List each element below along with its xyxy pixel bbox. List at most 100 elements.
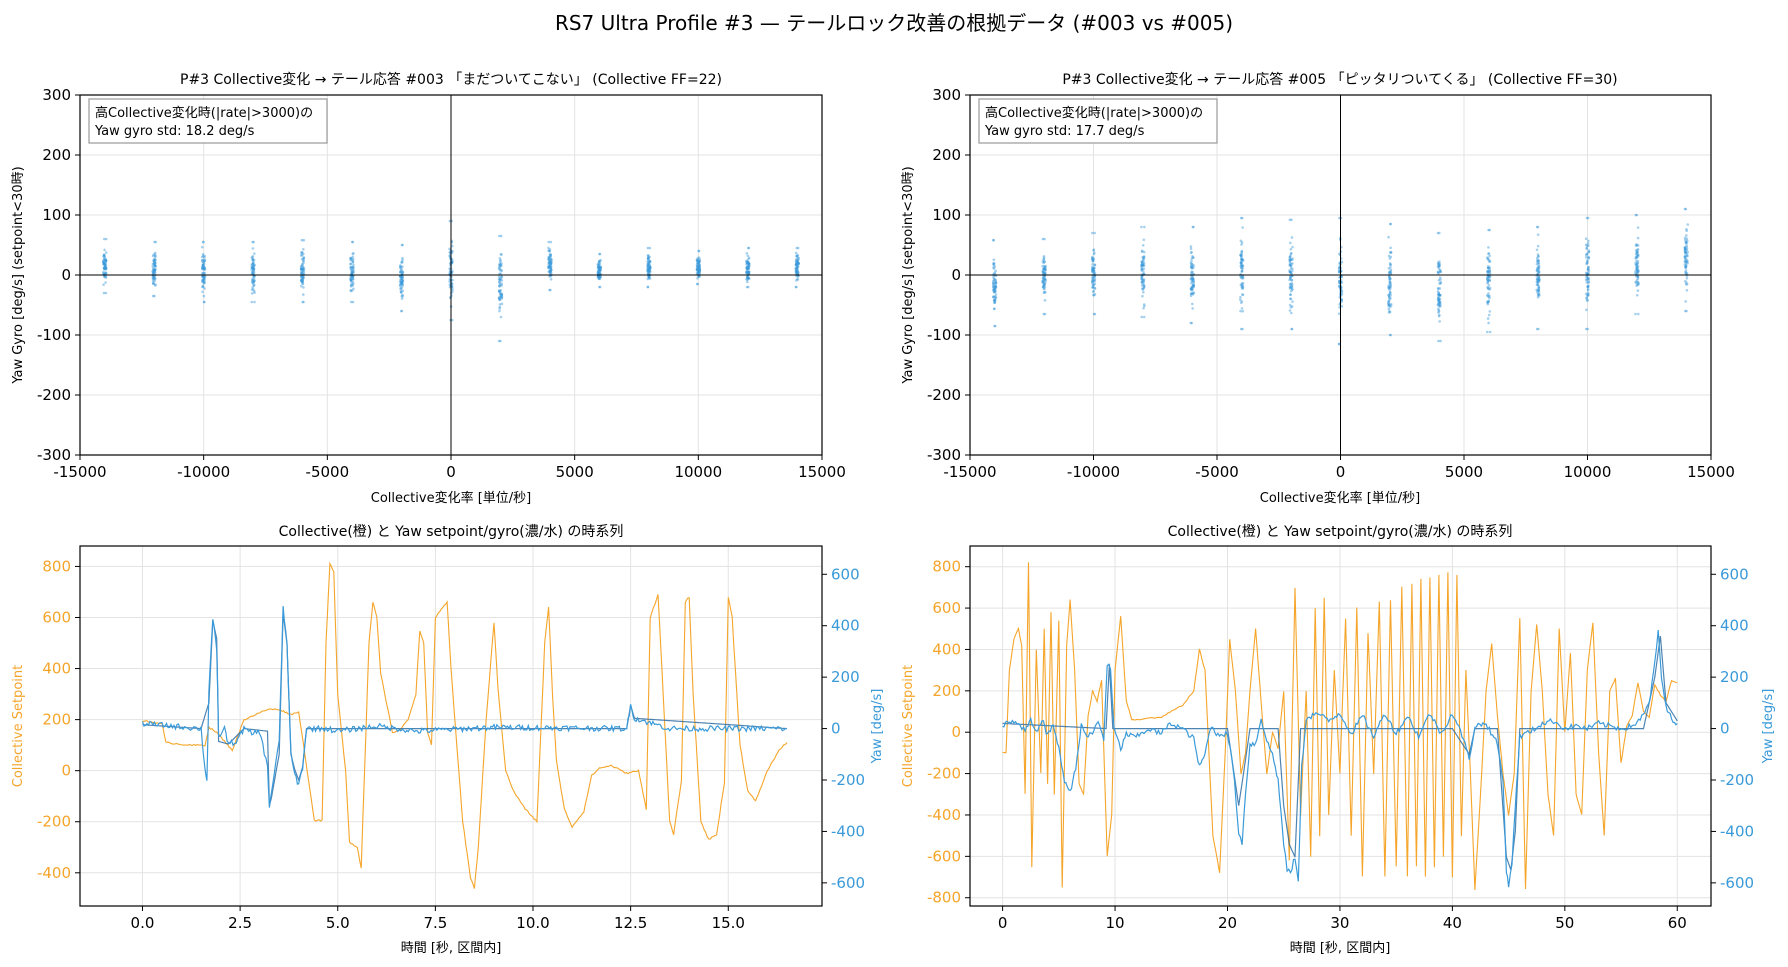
scatter-point [1240, 241, 1244, 244]
scatter-point [451, 249, 454, 253]
scatter-point [1636, 289, 1640, 292]
scatter-point [1685, 252, 1689, 256]
scatter-point [349, 262, 352, 266]
scatter-point [1389, 255, 1393, 259]
scatter-point [992, 281, 995, 284]
scatter-point [795, 260, 798, 263]
scatter-point [1044, 264, 1047, 268]
scatter-point [597, 265, 601, 269]
scatter-point [300, 267, 303, 271]
panel-title: P#3 Collective変化 → テール応答 #005 「ピッタリついてくる… [1062, 71, 1617, 88]
scatter-point [1388, 281, 1392, 284]
scatter-point [252, 263, 256, 267]
scatter-point [1191, 287, 1195, 291]
scatter-point [1536, 253, 1540, 256]
scatter-point [1684, 207, 1688, 211]
scatter-point [203, 266, 206, 269]
scatter-point [698, 265, 702, 269]
scatter-point [994, 281, 998, 284]
scatter-point [200, 280, 204, 283]
scatter-point [448, 254, 451, 258]
y-tick-label: 200 [42, 146, 71, 164]
scatter-point [1240, 258, 1244, 262]
scatter-point [696, 258, 700, 262]
scatter-point [648, 263, 651, 267]
scatter-point [497, 297, 501, 301]
scatter-point [1388, 277, 1392, 280]
scatter-point [152, 268, 156, 272]
scatter-point [549, 258, 553, 261]
left-y-tick-label: 800 [932, 558, 961, 576]
scatter-point [153, 271, 156, 275]
scatter-point [1042, 282, 1045, 285]
scatter-point [1241, 226, 1244, 229]
scatter-point [451, 288, 454, 292]
scatter-point [991, 279, 995, 283]
scatter-point [1437, 300, 1441, 304]
scatter-point [202, 262, 206, 265]
x-tick-label: 5000 [1445, 463, 1483, 481]
scatter-point [349, 265, 353, 269]
scatter-point [1683, 245, 1687, 249]
scatter-point [1092, 258, 1095, 262]
scatter-point [1536, 292, 1540, 296]
scatter-point [399, 265, 403, 268]
scatter-point [1486, 281, 1490, 285]
scatter-point [1488, 269, 1492, 273]
scatter-point [450, 318, 454, 322]
scatter-point [104, 259, 108, 262]
scatter-point [201, 252, 205, 256]
scatter-point [1439, 270, 1443, 273]
scatter-point [1537, 288, 1541, 292]
scatter-point [698, 263, 702, 267]
scatter-point [1240, 266, 1244, 270]
scatter-point [1636, 248, 1639, 252]
scatter-point [794, 267, 798, 271]
scatter-point [1488, 276, 1491, 279]
scatter-point [1634, 244, 1638, 247]
scatter-point [399, 270, 402, 274]
scatter-point [1192, 225, 1195, 229]
scatter-point [101, 271, 105, 275]
scatter-point [746, 278, 749, 282]
scatter-point [300, 264, 303, 268]
scatter-point [351, 275, 354, 279]
scatter-point [1487, 246, 1490, 249]
scatter-point [1388, 262, 1392, 265]
scatter-point [1239, 254, 1243, 257]
scatter-point [349, 267, 352, 270]
scatter-point [1685, 259, 1689, 262]
scatter-point [203, 277, 206, 281]
scatter-point [401, 243, 404, 247]
scatter-point [1389, 294, 1392, 297]
scatter-point [202, 271, 205, 275]
scatter-point [1291, 288, 1294, 291]
scatter-point [745, 261, 749, 265]
scatter-point [1437, 298, 1441, 301]
scatter-point [349, 256, 353, 260]
scatter-point [401, 261, 404, 264]
x-tick-label: 10000 [674, 463, 722, 481]
scatter-point [697, 264, 701, 268]
scatter-point [102, 254, 106, 258]
scatter-point [1389, 297, 1392, 300]
scatter-point [153, 264, 157, 267]
scatter-point [1436, 270, 1440, 274]
scatter-point [1190, 262, 1194, 266]
scatter-point [1436, 295, 1440, 299]
scatter-point [1289, 276, 1292, 279]
scatter-point [1636, 312, 1640, 316]
scatter-point [794, 270, 798, 273]
scatter-point [104, 276, 107, 279]
scatter-point [794, 263, 798, 267]
scatter-point [1636, 275, 1640, 279]
scatter-point [1537, 327, 1540, 331]
scatter-point [1439, 294, 1442, 297]
scatter-point [1486, 266, 1490, 270]
scatter-point [499, 263, 503, 266]
scatter-point [1487, 251, 1491, 255]
scatter-point [153, 261, 156, 265]
scatter-point [994, 295, 998, 299]
scatter-point [1093, 279, 1096, 282]
scatter-point [1635, 250, 1639, 254]
